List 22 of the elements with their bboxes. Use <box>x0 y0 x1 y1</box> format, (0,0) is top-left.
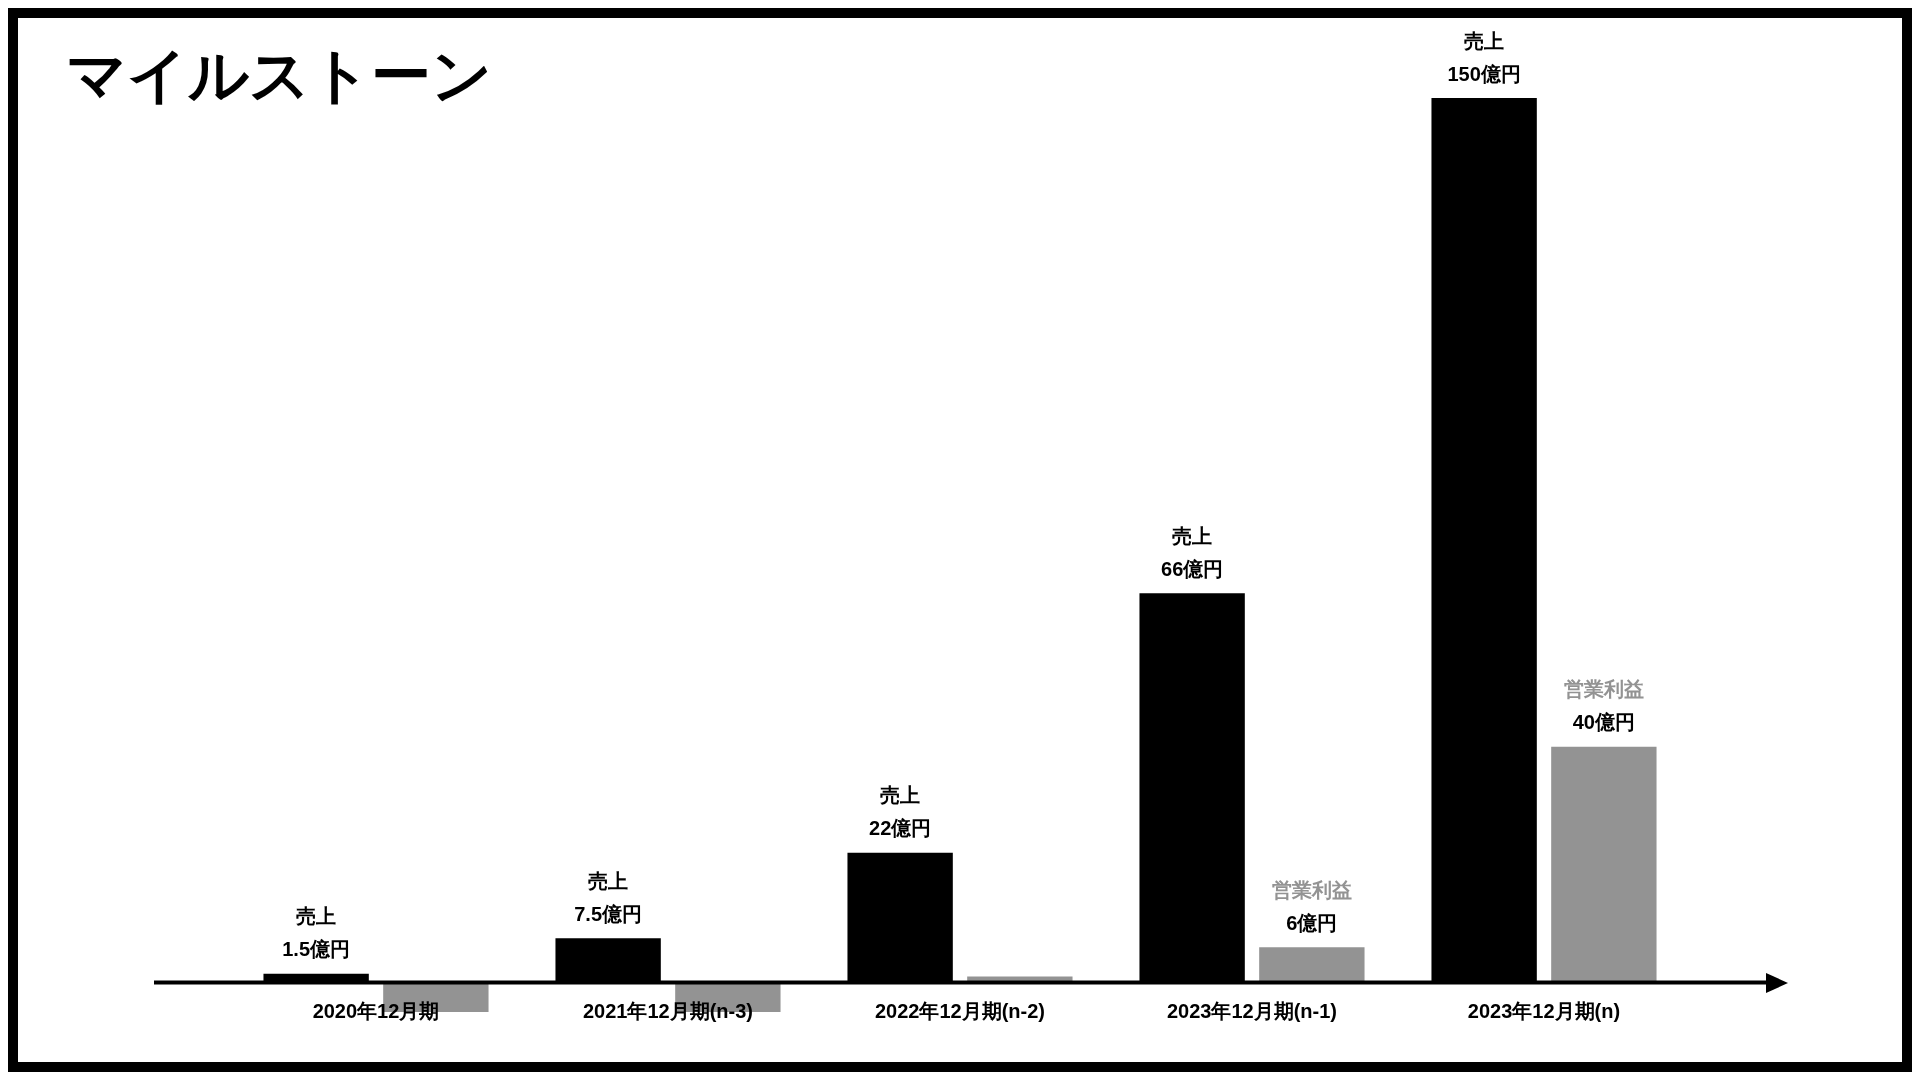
bar <box>1259 947 1365 983</box>
text: 営業利益 <box>1563 678 1644 701</box>
text: 売上 <box>880 784 921 807</box>
data-label: 1.5億円 <box>282 938 351 961</box>
data-label: 6億円 <box>1286 911 1338 934</box>
data-label: 7.5億円 <box>574 902 643 925</box>
text: 売上 <box>296 905 337 928</box>
data-label: 150億円 <box>1447 62 1521 85</box>
x-tick-label: 2022年12月期(n-2) <box>874 1000 1046 1023</box>
x-tick-label: 2023年12月期(n) <box>1467 1000 1621 1023</box>
text: 売上 <box>588 869 629 892</box>
x-tick-label: 2023年12月期(n-1) <box>1166 1000 1338 1023</box>
text: 売上 <box>1172 524 1213 547</box>
text: 営業利益 <box>1271 878 1352 901</box>
text: 売上 <box>1464 29 1505 52</box>
data-label: 40億円 <box>1572 711 1635 734</box>
bar <box>1551 746 1657 983</box>
x-tick-label: 2020年12月期 <box>312 1000 440 1023</box>
chart-title: マイルストーン <box>66 41 492 111</box>
data-label: 66億円 <box>1161 557 1224 580</box>
data-label: 22億円 <box>869 817 932 840</box>
x-tick-label: 2021年12月期(n-3) <box>582 1000 754 1023</box>
